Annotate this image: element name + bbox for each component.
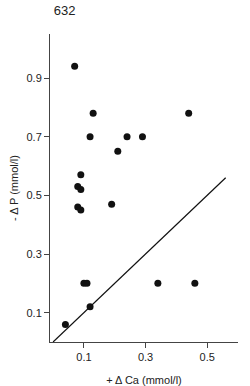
svg-text:0.9: 0.9	[27, 72, 42, 84]
svg-text:0.3: 0.3	[138, 351, 153, 363]
svg-text:0.1: 0.1	[27, 307, 42, 319]
svg-text:0.5: 0.5	[200, 351, 215, 363]
svg-text:- Δ P (mmol/l): - Δ P (mmol/l)	[8, 155, 20, 221]
svg-text:632: 632	[54, 3, 76, 18]
svg-text:0.1: 0.1	[76, 351, 91, 363]
svg-text:0.5: 0.5	[27, 189, 42, 201]
svg-text:0.7: 0.7	[27, 131, 42, 143]
svg-text:+ Δ Ca (mmol/l): + Δ Ca (mmol/l)	[106, 374, 182, 386]
svg-text:0.3: 0.3	[27, 248, 42, 260]
